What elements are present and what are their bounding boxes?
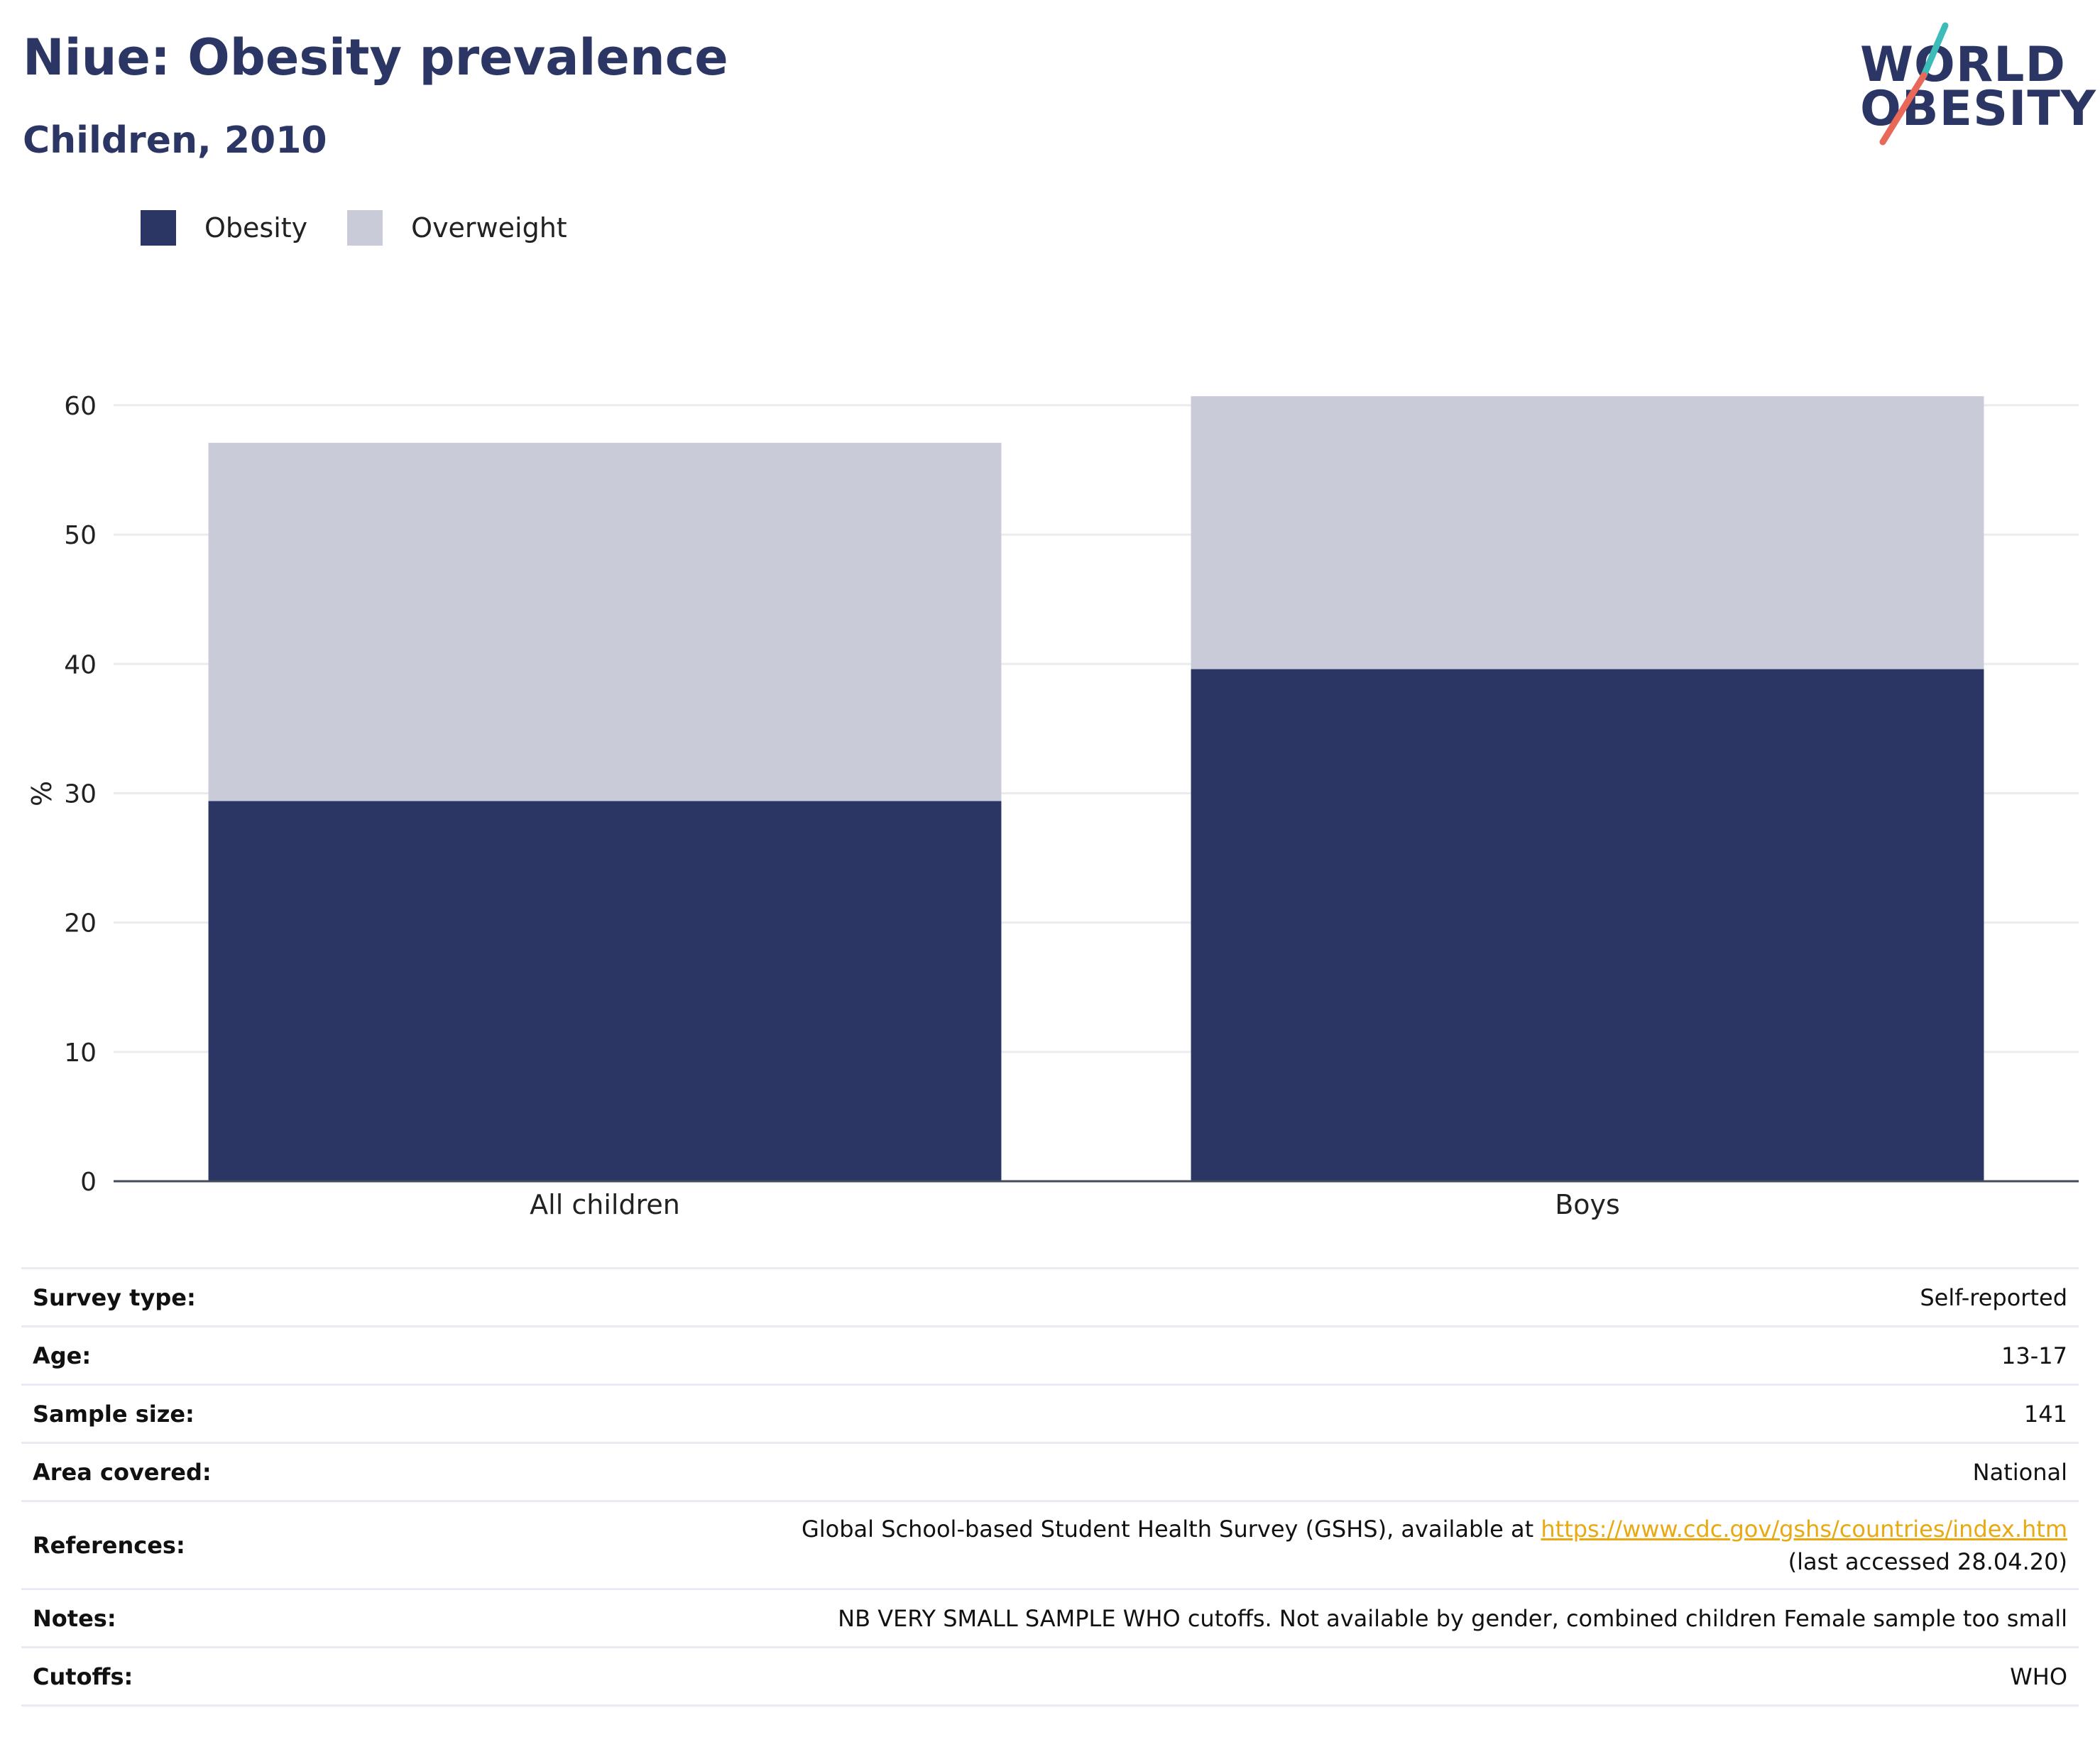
info-key: References: [21,1500,328,1589]
legend-swatch-overweight [347,210,383,246]
y-tick-label: 10 [64,1039,97,1068]
bar-overweight [208,442,1002,801]
logo-slash-icon [1879,22,1949,146]
info-row-survey-type: Survey type: Self-reported [21,1267,2079,1327]
info-row-notes: Notes: NB VERY SMALL SAMPLE WHO cutoffs.… [21,1588,2079,1648]
info-key: Survey type: [21,1267,328,1327]
legend-label-overweight: Overweight [411,212,567,243]
info-value: National [328,1442,2079,1501]
info-row-references: References: Global School-based Student … [21,1500,2079,1589]
y-tick-label: 30 [64,779,97,809]
chart-subtitle: Children, 2010 [23,119,327,162]
info-value: Global School-based Student Health Surve… [328,1500,2079,1589]
logo-word-2: OBESITY [1860,81,2096,137]
reference-suffix: (last accessed 28.04.20) [1788,1548,2067,1575]
chart-title: Niue: Obesity prevalence [23,28,728,87]
info-row-area-covered: Area covered: National [21,1442,2079,1501]
legend-item-obesity[interactable]: Obesity [141,210,307,246]
bar-obesity [208,801,1002,1181]
y-tick-label: 40 [64,650,97,679]
info-row-cutoffs: Cutoffs: WHO [21,1646,2079,1707]
logo-word-1: WORLD [1860,37,2066,93]
world-obesity-logo: WORLD OBESITY [1846,20,2096,148]
info-key: Cutoffs: [21,1646,328,1707]
info-value: WHO [328,1646,2079,1707]
info-row-sample-size: Sample size: 141 [21,1384,2079,1443]
info-row-age: Age: 13-17 [21,1325,2079,1385]
legend-swatch-obesity [141,210,176,246]
chart-legend: Obesity Overweight [141,210,607,246]
survey-info-table: Survey type: Self-reported Age: 13-17 Sa… [21,1267,2079,1707]
y-axis-label: % [26,781,58,806]
info-value: 141 [328,1384,2079,1443]
y-tick-label: 20 [64,909,97,938]
info-key: Area covered: [21,1442,328,1501]
legend-item-overweight[interactable]: Overweight [347,210,567,246]
legend-label-obesity: Obesity [204,212,308,243]
info-key: Age: [21,1325,328,1385]
y-tick-label: 0 [80,1168,97,1197]
bar-overweight [1191,396,1984,669]
bar-chart: 0 10 20 30 40 50 60% All children Boys [26,392,2079,1220]
y-tick-label: 60 [64,392,97,421]
y-tick-label: 50 [64,521,97,550]
x-tick-label: All children [530,1189,680,1220]
bar-obesity [1191,669,1984,1181]
info-value: NB VERY SMALL SAMPLE WHO cutoffs. Not av… [328,1588,2079,1648]
reference-link[interactable]: https://www.cdc.gov/gshs/countries/index… [1541,1515,2067,1543]
info-value: 13-17 [328,1325,2079,1385]
info-key: Sample size: [21,1384,328,1443]
x-tick-label: Boys [1555,1189,1620,1220]
info-value: Self-reported [328,1267,2079,1327]
info-key: Notes: [21,1588,328,1648]
reference-text: Global School-based Student Health Surve… [801,1515,1541,1543]
